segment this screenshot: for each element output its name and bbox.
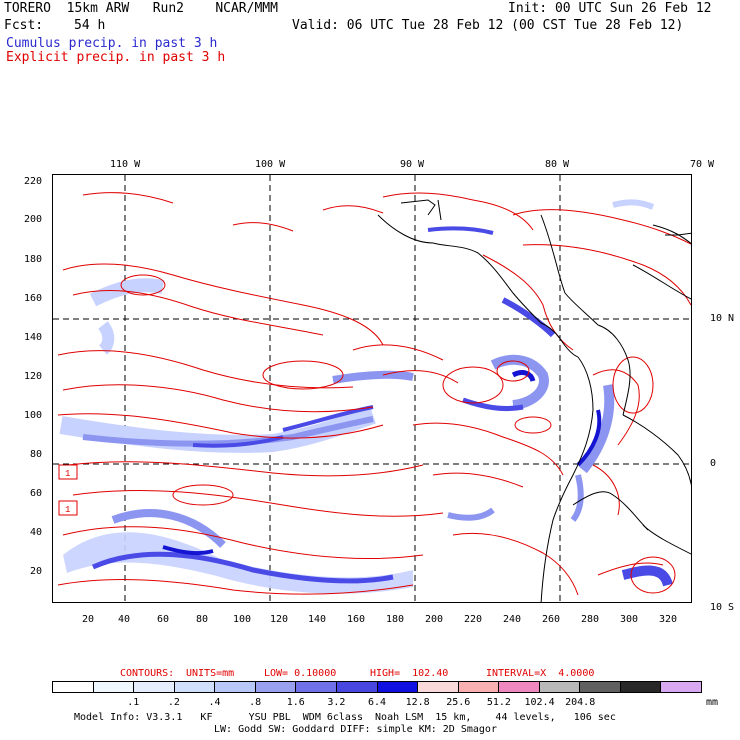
x-tick: 320 xyxy=(659,614,678,625)
marker-box-label: 1 xyxy=(65,505,70,515)
lon-label-80w: 80 W xyxy=(545,159,570,170)
explicit-precip-label: Explicit precip. in past 3 h xyxy=(6,50,226,65)
lon-label-90w: 90 W xyxy=(400,159,425,170)
legend-swatch xyxy=(458,682,500,692)
contours-units: UNITS=mm xyxy=(186,668,235,679)
init-time: Init: 00 UTC Sun 26 Feb 12 xyxy=(508,1,712,16)
legend-tick-label: .4 xyxy=(208,697,221,708)
legend-tick-label: 51.2 xyxy=(486,697,511,708)
cumulus-shading xyxy=(59,199,673,594)
legend-swatch xyxy=(418,682,459,692)
x-tick: 40 xyxy=(118,614,131,625)
x-tick: 20 xyxy=(82,614,95,625)
legend-swatch xyxy=(620,682,662,692)
contours-high: HIGH= 102.40 xyxy=(370,668,449,679)
forecast-label: Fcst: xyxy=(4,18,44,33)
explicit-contours xyxy=(57,192,691,596)
contours-label: CONTOURS: xyxy=(120,668,175,679)
model-info: Model Info: V3.3.1 KF YSU PBL WDM 6class… xyxy=(74,712,616,723)
y-tick: 200 xyxy=(24,214,43,225)
legend-unit: mm xyxy=(706,697,719,708)
x-tick: 240 xyxy=(503,614,522,625)
lat-label-10s: 10 S xyxy=(710,602,735,613)
legend-tick-label: .2 xyxy=(167,697,180,708)
lon-label-70w: 70 W xyxy=(690,159,715,170)
valid-time: Valid: 06 UTC Tue 28 Feb 12 (00 CST Tue … xyxy=(292,18,684,33)
contours-interval: INTERVAL=X 4.0000 xyxy=(486,668,595,679)
x-tick: 260 xyxy=(542,614,561,625)
coastlines xyxy=(377,199,691,602)
marker-box xyxy=(58,464,78,480)
legend-swatch xyxy=(499,682,540,692)
lat-label-10n: 10 N xyxy=(710,313,735,324)
y-tick: 180 xyxy=(24,254,43,265)
x-tick: 220 xyxy=(464,614,483,625)
x-tick: 120 xyxy=(270,614,289,625)
legend-tick-label: 204.8 xyxy=(565,697,596,708)
precip-color-legend xyxy=(52,681,702,693)
y-tick: 160 xyxy=(24,293,43,304)
legend-swatch xyxy=(336,682,378,692)
header-title: TORERO 15km ARW Run2 NCAR/MMM xyxy=(4,1,278,16)
legend-swatch xyxy=(580,682,621,692)
marker-box-label: 1 xyxy=(65,469,70,479)
boxed-markers: 1 1 xyxy=(58,464,78,516)
x-tick: 160 xyxy=(347,614,366,625)
cumulus-precip-label: Cumulus precip. in past 3 h xyxy=(6,36,218,51)
model-physics: LW: Godd SW: Goddard DIFF: simple KM: 2D… xyxy=(214,724,497,735)
y-tick: 40 xyxy=(30,527,43,538)
legend-swatch xyxy=(93,682,135,692)
legend-tick-label: 1.6 xyxy=(286,697,305,708)
x-tick: 80 xyxy=(196,614,209,625)
legend-swatch xyxy=(539,682,581,692)
contours-low: LOW= 0.10000 xyxy=(264,668,337,679)
legend-swatch xyxy=(661,682,701,692)
y-tick: 100 xyxy=(24,410,43,421)
y-tick: 80 xyxy=(30,449,43,460)
y-tick: 60 xyxy=(30,488,43,499)
y-tick: 120 xyxy=(24,371,43,382)
legend-swatch xyxy=(174,682,216,692)
x-tick: 300 xyxy=(620,614,639,625)
legend-swatch xyxy=(53,682,94,692)
x-tick: 180 xyxy=(386,614,405,625)
legend-swatch xyxy=(377,682,419,692)
legend-tick-label: .8 xyxy=(249,697,262,708)
lon-label-110w: 110 W xyxy=(110,159,141,170)
legend-swatch xyxy=(255,682,297,692)
marker-box xyxy=(58,500,78,516)
legend-tick-label: .1 xyxy=(127,697,140,708)
y-tick: 140 xyxy=(24,332,43,343)
legend-tick-label: 12.8 xyxy=(405,697,430,708)
legend-tick-label: 102.4 xyxy=(524,697,555,708)
legend-swatch xyxy=(296,682,337,692)
map-canvas: 1 1 xyxy=(53,175,691,602)
legend-swatch xyxy=(215,682,256,692)
forecast-hour: 54 h xyxy=(74,18,106,33)
legend-tick-label: 25.6 xyxy=(446,697,471,708)
lon-label-100w: 100 W xyxy=(255,159,286,170)
x-tick: 140 xyxy=(308,614,327,625)
y-tick: 20 xyxy=(30,566,43,577)
legend-swatch xyxy=(134,682,175,692)
x-tick: 60 xyxy=(157,614,170,625)
x-tick: 280 xyxy=(581,614,600,625)
lat-label-equator: 0 xyxy=(710,458,717,469)
y-tick: 220 xyxy=(24,176,43,187)
precip-map: 1 1 xyxy=(52,174,692,603)
x-tick: 100 xyxy=(233,614,252,625)
legend-tick-label: 6.4 xyxy=(368,697,387,708)
legend-tick-label: 3.2 xyxy=(327,697,346,708)
x-tick: 200 xyxy=(425,614,444,625)
